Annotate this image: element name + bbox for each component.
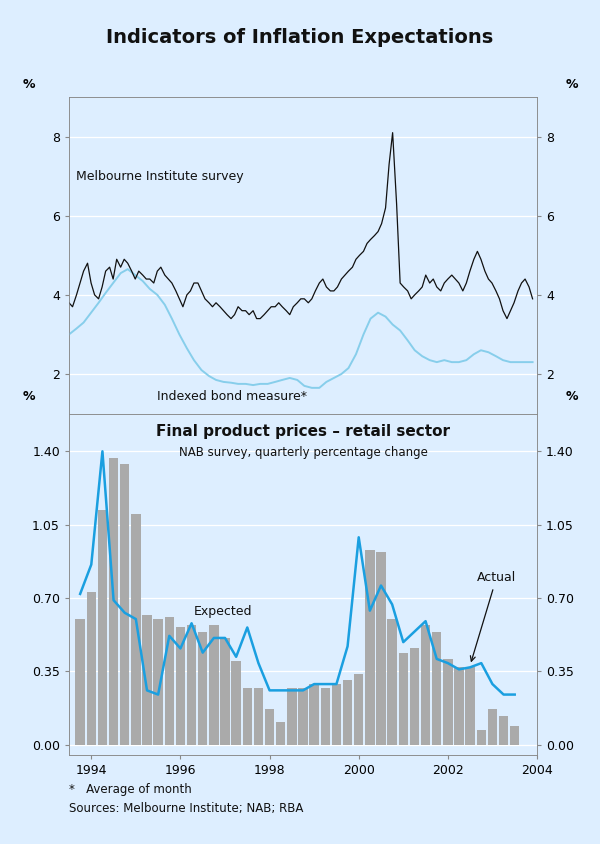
Text: NAB survey, quarterly percentage change: NAB survey, quarterly percentage change bbox=[179, 446, 427, 459]
Bar bbox=[276, 722, 286, 745]
Text: Indicators of Inflation Expectations: Indicators of Inflation Expectations bbox=[106, 29, 494, 47]
Bar bbox=[421, 625, 430, 745]
Bar bbox=[410, 648, 419, 745]
Bar bbox=[76, 619, 85, 745]
Text: Actual: Actual bbox=[470, 571, 516, 661]
Bar bbox=[454, 668, 464, 745]
Text: *   Average of month: * Average of month bbox=[69, 783, 192, 796]
Bar bbox=[332, 684, 341, 745]
Bar bbox=[432, 631, 442, 745]
Bar bbox=[131, 514, 140, 745]
Bar bbox=[443, 659, 452, 745]
Bar bbox=[220, 638, 230, 745]
Bar bbox=[376, 552, 386, 745]
Text: Melbourne Institute survey: Melbourne Institute survey bbox=[76, 170, 243, 183]
Bar bbox=[164, 617, 174, 745]
Text: %: % bbox=[23, 78, 35, 90]
Bar bbox=[510, 726, 520, 745]
Bar bbox=[176, 627, 185, 745]
Bar bbox=[365, 550, 374, 745]
Bar bbox=[265, 709, 274, 745]
Text: Expected: Expected bbox=[194, 605, 253, 618]
Bar bbox=[320, 688, 330, 745]
Bar bbox=[388, 619, 397, 745]
Bar bbox=[298, 688, 308, 745]
Bar bbox=[398, 652, 408, 745]
Bar bbox=[310, 684, 319, 745]
Bar bbox=[254, 688, 263, 745]
Bar bbox=[154, 619, 163, 745]
Bar bbox=[499, 716, 508, 745]
Bar bbox=[98, 510, 107, 745]
Text: %: % bbox=[566, 78, 578, 90]
Text: Indexed bond measure*: Indexed bond measure* bbox=[157, 390, 307, 403]
Text: Final product prices – retail sector: Final product prices – retail sector bbox=[156, 424, 450, 439]
Bar bbox=[287, 688, 296, 745]
Bar bbox=[86, 592, 96, 745]
Text: %: % bbox=[566, 390, 578, 403]
Bar bbox=[343, 680, 352, 745]
Bar bbox=[209, 625, 218, 745]
Bar bbox=[354, 674, 364, 745]
Bar bbox=[476, 730, 486, 745]
Bar bbox=[142, 615, 152, 745]
Bar bbox=[198, 631, 208, 745]
Text: Sources: Melbourne Institute; NAB; RBA: Sources: Melbourne Institute; NAB; RBA bbox=[69, 802, 304, 814]
Bar bbox=[232, 661, 241, 745]
Bar bbox=[109, 457, 118, 745]
Bar bbox=[466, 668, 475, 745]
Bar bbox=[120, 464, 130, 745]
Text: %: % bbox=[23, 390, 35, 403]
Bar bbox=[488, 709, 497, 745]
Bar bbox=[187, 625, 196, 745]
Bar bbox=[242, 688, 252, 745]
